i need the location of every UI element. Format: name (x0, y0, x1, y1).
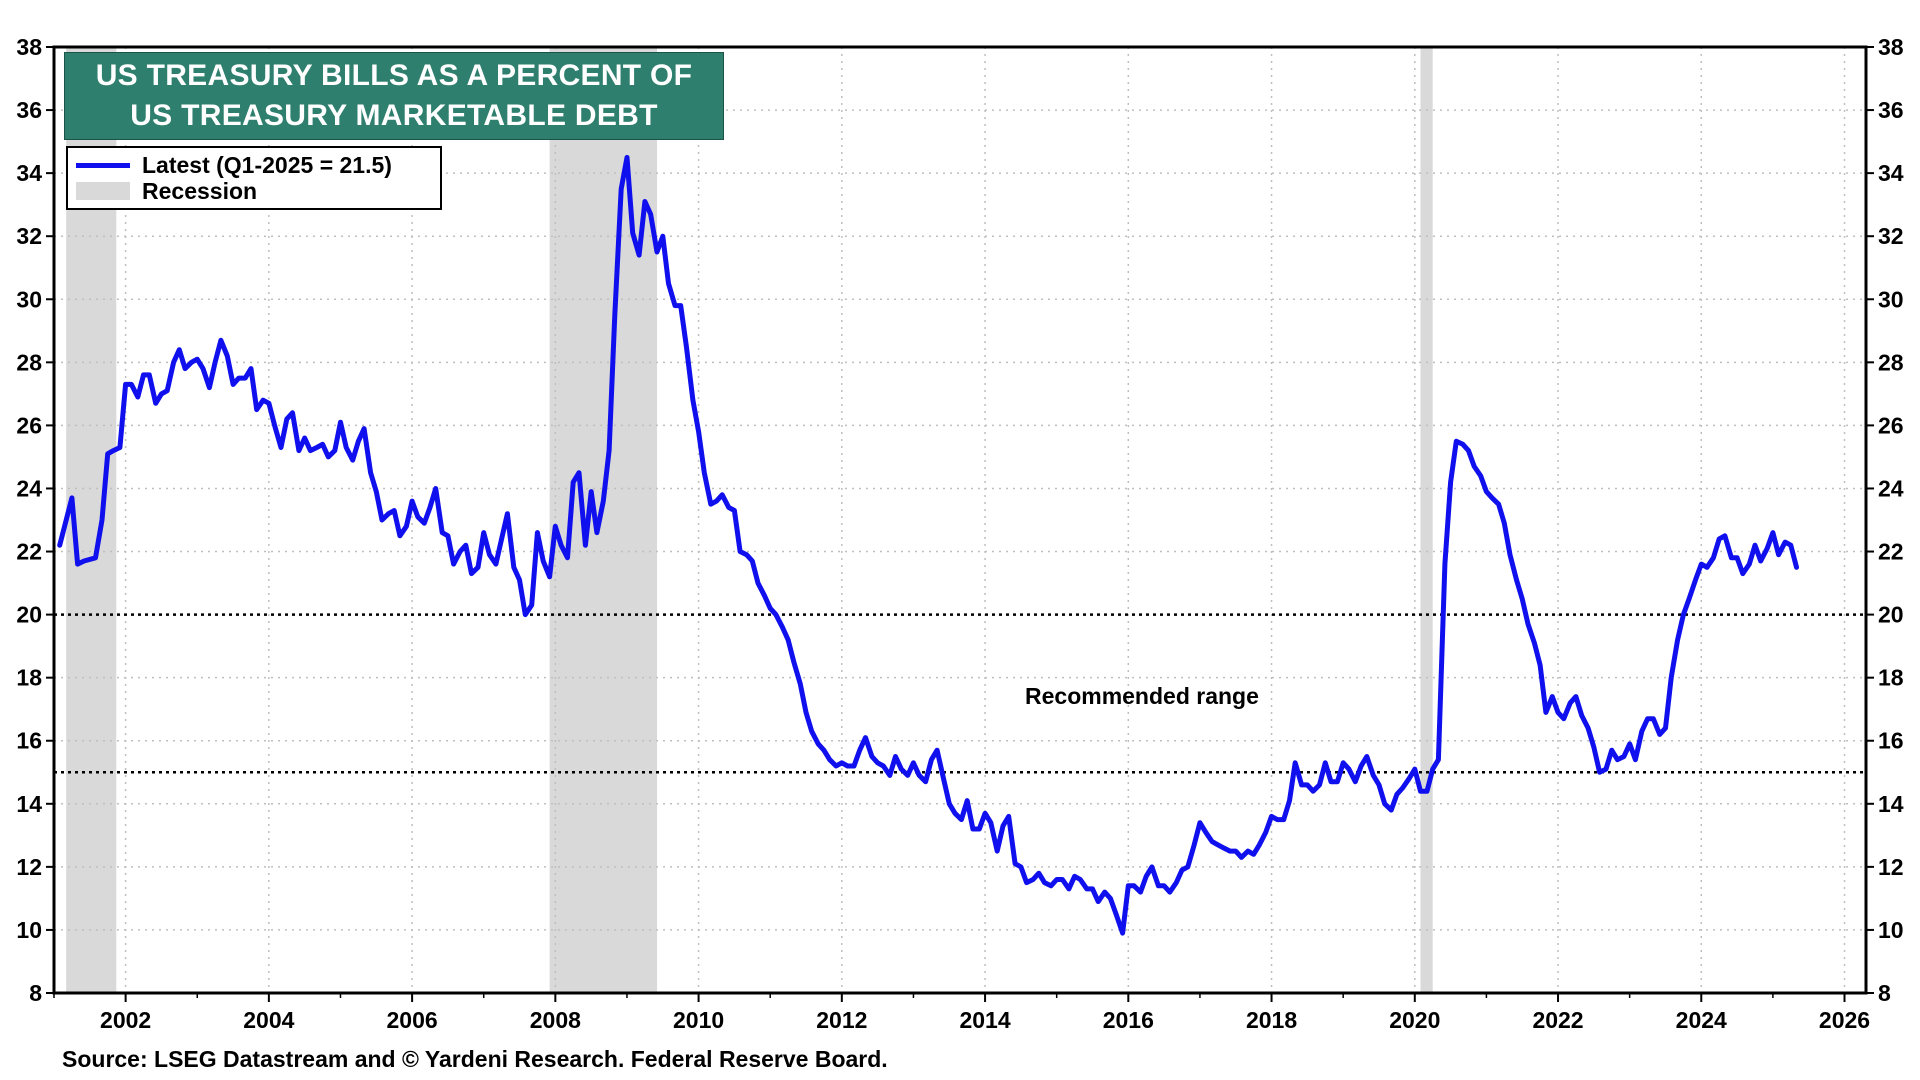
y-tick-label-left-14: 14 (16, 791, 42, 817)
y-tick-label-left-34: 34 (16, 160, 42, 186)
chart-title-line-2: US TREASURY MARKETABLE DEBT (130, 99, 658, 132)
recession-band-2 (549, 47, 658, 993)
legend-item-latest: Latest (Q1-2025 = 21.5) (76, 152, 392, 178)
y-tick-label-right-30: 30 (1878, 286, 1904, 312)
y-tick-label-left-12: 12 (16, 854, 42, 880)
x-tick-label-2022: 2022 (1532, 1007, 1583, 1033)
reference-lines (54, 613, 1866, 774)
y-tick-label-right-28: 28 (1878, 349, 1904, 375)
x-tick-label-2016: 2016 (1103, 1007, 1154, 1033)
x-tick-label-2014: 2014 (959, 1007, 1010, 1033)
y-tick-label-right-24: 24 (1878, 475, 1904, 501)
y-tick-label-right-18: 18 (1878, 665, 1904, 691)
legend-swatch-recession (76, 182, 130, 200)
x-tick-label-2026: 2026 (1819, 1007, 1870, 1033)
tick-marks (46, 46, 1874, 1002)
series-line-1 (57, 154, 1799, 936)
legend: Latest (Q1-2025 = 21.5) Recession (66, 146, 442, 210)
y-tick-label-left-26: 26 (16, 412, 42, 438)
x-tick-label-2018: 2018 (1246, 1007, 1297, 1033)
x-axis-labels: 2002 2004 2006 2008 2010 2012 2014 2016 2018 2020… (100, 1007, 1870, 1033)
legend-swatch-latest (76, 162, 130, 168)
y-tick-label-right-16: 16 (1878, 728, 1904, 754)
y-tick-label-left-20: 20 (16, 602, 42, 628)
y-tick-label-right-12: 12 (1878, 854, 1904, 880)
plot-frame (52, 45, 1868, 995)
x-tick-label-2006: 2006 (387, 1007, 438, 1033)
y-tick-label-right-8: 8 (1878, 980, 1891, 1006)
y-tick-label-right-36: 36 (1878, 97, 1904, 123)
y-tick-label-left-36: 36 (16, 97, 42, 123)
y-tick-label-right-14: 14 (1878, 791, 1904, 817)
y-tick-label-right-22: 22 (1878, 539, 1904, 565)
y-tick-label-right-26: 26 (1878, 412, 1904, 438)
y-tick-label-left-24: 24 (16, 475, 42, 501)
y-tick-label-left-38: 38 (16, 34, 42, 60)
y-tick-label-left-28: 28 (16, 349, 42, 375)
x-tick-label-2010: 2010 (673, 1007, 724, 1033)
recommended-range-annotation: Recommended range (1025, 683, 1259, 709)
legend-item-recession: Recession (76, 178, 257, 204)
y-tick-label-right-38: 38 (1878, 34, 1904, 60)
chart-title-line-1: US TREASURY BILLS AS A PERCENT OF (95, 59, 693, 92)
recession-band-3 (1420, 47, 1433, 993)
y-tick-label-right-34: 34 (1878, 160, 1904, 186)
y-tick-label-left-16: 16 (16, 728, 42, 754)
y-tick-label-left-22: 22 (16, 539, 42, 565)
x-tick-label-2002: 2002 (100, 1007, 151, 1033)
y-tick-label-right-20: 20 (1878, 602, 1904, 628)
y-tick-label-left-18: 18 (16, 665, 42, 691)
x-tick-label-2012: 2012 (816, 1007, 867, 1033)
chart-title-box: US TREASURY BILLS AS A PERCENT OF US TRE… (64, 52, 724, 140)
x-tick-label-2020: 2020 (1389, 1007, 1440, 1033)
legend-label-latest: Latest (Q1-2025 = 21.5) (142, 151, 392, 178)
y-tick-label-left-8: 8 (29, 980, 42, 1006)
y-axis-left-labels: 8 10 12 14 16 18 20 22 24 26 28 30 32 34 36 38 (16, 34, 42, 1006)
y-tick-label-right-32: 32 (1878, 223, 1904, 249)
y-tick-label-left-32: 32 (16, 223, 42, 249)
y-tick-label-left-30: 30 (16, 286, 42, 312)
x-tick-label-2024: 2024 (1676, 1007, 1727, 1033)
y-tick-label-right-10: 10 (1878, 917, 1904, 943)
y-tick-label-left-10: 10 (16, 917, 42, 943)
legend-label-recession: Recession (142, 177, 258, 204)
y-axis-right-labels: 8 10 12 14 16 18 20 22 24 26 28 30 32 34 36 38 (1878, 34, 1904, 1006)
source-note: Source: LSEG Datastream and © Yardeni Re… (62, 1046, 888, 1072)
series-layer (57, 154, 1799, 936)
x-tick-label-2008: 2008 (530, 1007, 581, 1033)
x-tick-label-2004: 2004 (243, 1007, 294, 1033)
